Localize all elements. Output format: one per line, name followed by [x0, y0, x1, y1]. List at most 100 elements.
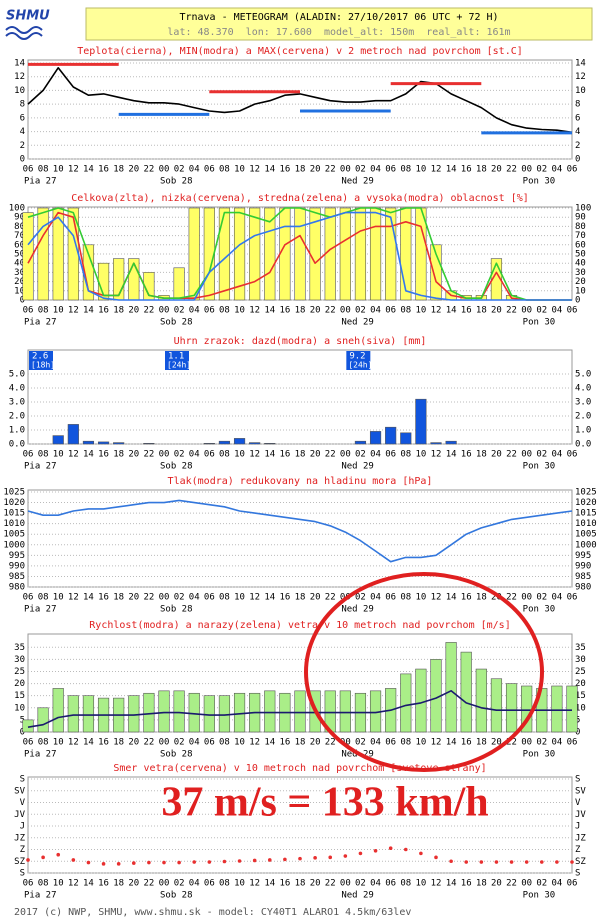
y-tick-label: 70	[14, 231, 25, 241]
day-label: Pia 27	[24, 891, 57, 901]
y-tick-label-right: 1010	[575, 519, 597, 529]
x-tick-label: 06	[23, 879, 34, 889]
y-tick-label-right: V	[575, 798, 581, 808]
bar	[445, 642, 457, 733]
total-value: 9.2	[349, 352, 365, 362]
y-tick-label-right: 1020	[575, 498, 597, 508]
x-tick-label: 16	[98, 593, 109, 603]
bar	[233, 438, 246, 445]
x-tick-label: 20	[128, 450, 139, 460]
y-tick-label: 1020	[3, 498, 25, 508]
bar	[233, 692, 246, 733]
y-tick-label-right: S	[575, 869, 580, 879]
x-tick-label: 16	[461, 306, 472, 316]
x-tick-label: 06	[23, 450, 34, 460]
x-tick-label: 00	[159, 879, 170, 889]
y-tick-label-right: 980	[575, 583, 591, 593]
bar	[173, 690, 185, 733]
x-tick-label: 02	[355, 450, 366, 460]
x-tick-label: 04	[189, 306, 200, 316]
y-tick-label-right: SV	[575, 786, 586, 796]
dot	[116, 862, 121, 866]
dot	[267, 858, 272, 862]
bar	[294, 207, 306, 301]
highlight-circle	[304, 572, 544, 772]
bar	[415, 668, 427, 733]
x-tick-label: 10	[234, 593, 245, 603]
line	[27, 211, 572, 301]
bar	[354, 207, 367, 301]
x-tick-label: 20	[491, 738, 502, 748]
line	[27, 690, 572, 728]
x-tick-label: 18	[113, 306, 124, 316]
x-tick-label: 14	[264, 593, 275, 603]
y-tick-label: 30	[14, 268, 25, 278]
y-tick-label: 10	[14, 286, 25, 296]
x-tick-label: 16	[98, 450, 109, 460]
x-tick-label: 16	[98, 738, 109, 748]
day-label: Pon 30	[523, 750, 556, 760]
x-tick-label: 18	[295, 879, 306, 889]
x-tick-label: 04	[370, 165, 381, 175]
x-tick-label: 00	[159, 450, 170, 460]
x-tick-label: 04	[370, 593, 381, 603]
y-tick-label-right: 1025	[575, 488, 597, 498]
x-tick-label: 20	[128, 165, 139, 175]
x-tick-label: 22	[143, 450, 154, 460]
x-tick-label: 20	[128, 593, 139, 603]
bar	[37, 707, 49, 733]
y-tick-label: JV	[14, 810, 25, 820]
x-tick-label: 20	[310, 306, 321, 316]
x-tick-label: 12	[249, 593, 260, 603]
dot	[131, 861, 136, 865]
y-tick-label-right: 3.0	[575, 398, 591, 408]
day-label: Ned 29	[341, 891, 374, 901]
dot	[373, 849, 378, 853]
panel: Uhrn zrazok: dazd(modra) a sneh(siva) [m…	[9, 336, 592, 472]
bar	[294, 690, 306, 733]
panel: Smer vetra(cervena) v 10 metroch nad pov…	[14, 763, 586, 901]
y-tick-label-right: 10	[575, 703, 586, 713]
logo: SHMU	[5, 9, 50, 40]
y-tick-label: 1015	[3, 509, 25, 519]
y-tick-label: 80	[14, 222, 25, 232]
panel-title: Uhrn zrazok: dazd(modra) a sneh(siva) [m…	[174, 336, 427, 347]
dot	[449, 859, 453, 864]
x-tick-label: 06	[567, 593, 578, 603]
x-tick-label: 10	[234, 165, 245, 175]
bar	[354, 440, 367, 445]
dot	[524, 860, 529, 864]
x-tick-label: 10	[53, 165, 64, 175]
x-tick-label: 02	[536, 165, 547, 175]
y-tick-label-right: 5.0	[575, 370, 591, 380]
y-tick-label: 985	[9, 572, 25, 582]
x-tick-label: 12	[431, 165, 442, 175]
line	[27, 67, 573, 134]
y-tick-label-right: 2	[575, 141, 580, 151]
day-label: Ned 29	[341, 177, 374, 187]
day-label: Sob 28	[160, 891, 193, 901]
y-tick-label-right: 4.0	[575, 384, 591, 394]
x-tick-label: 18	[295, 165, 306, 175]
x-tick-label: 14	[264, 165, 275, 175]
x-tick-label: 10	[53, 593, 64, 603]
y-tick-label-right: 80	[575, 222, 586, 232]
y-tick-label-right: 990	[575, 561, 591, 571]
x-tick-label: 22	[143, 306, 154, 316]
y-tick-label-right: 1005	[575, 530, 597, 540]
x-tick-label: 22	[506, 306, 517, 316]
y-tick-label: 2.0	[9, 412, 25, 422]
x-tick-label: 12	[431, 450, 442, 460]
x-tick-label: 20	[128, 879, 139, 889]
annotation: 37 m/s = 133 km/h	[161, 780, 488, 826]
x-tick-label: 06	[204, 165, 215, 175]
panel-title: Teplota(cierna), MIN(modra) a MAX(cerven…	[77, 46, 523, 57]
y-tick-label-right: 4	[575, 127, 580, 137]
bar	[67, 695, 79, 733]
x-tick-label: 14	[446, 879, 457, 889]
bar	[490, 678, 503, 733]
y-tick-label: 30	[14, 655, 25, 665]
total-box	[29, 351, 53, 370]
x-tick-label: 20	[491, 306, 502, 316]
